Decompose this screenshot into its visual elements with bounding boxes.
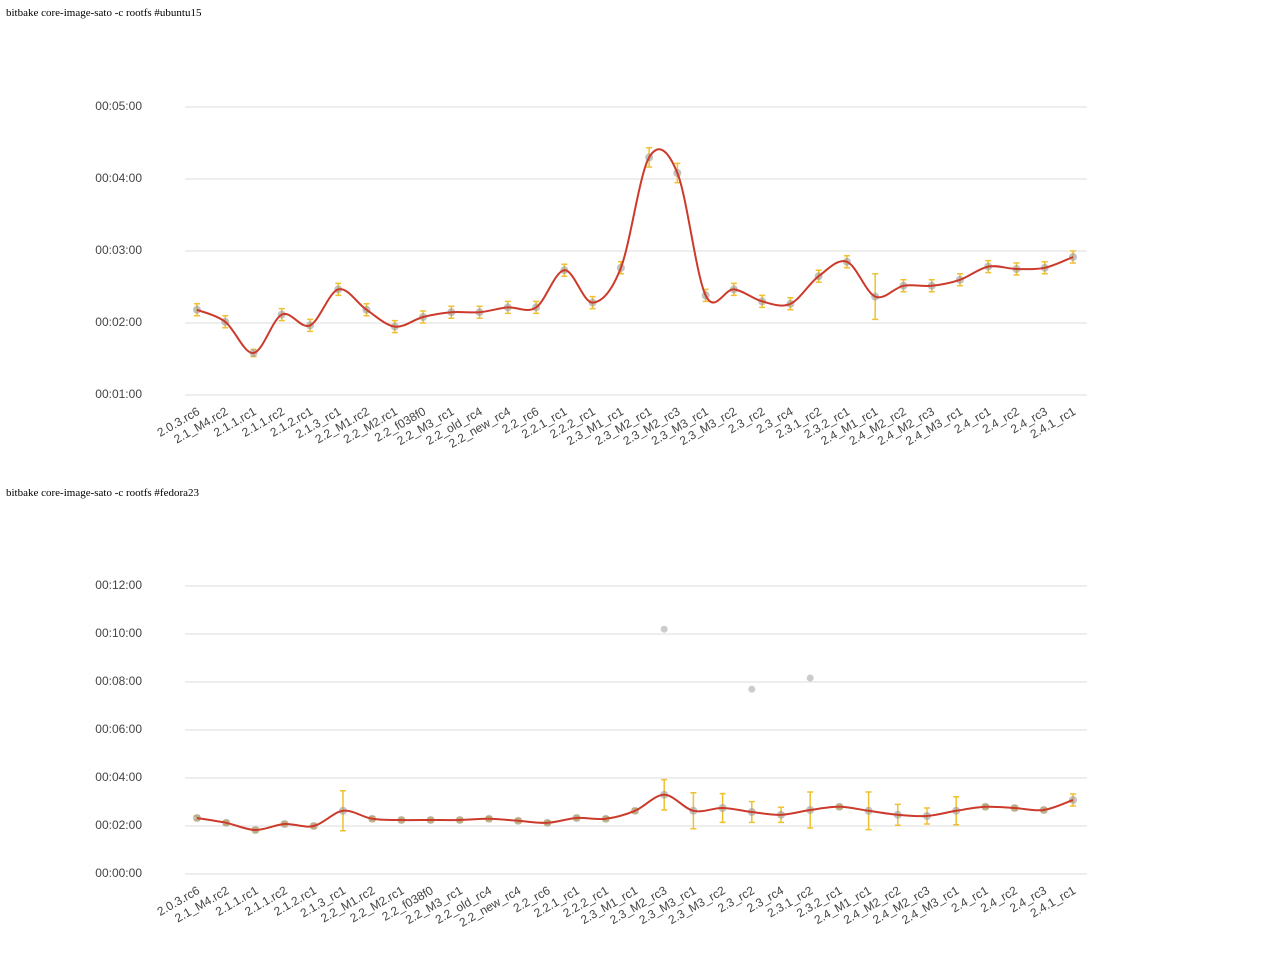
y-tick-label: 00:06:00 bbox=[95, 722, 142, 736]
y-tick-label: 00:05:00 bbox=[95, 99, 142, 113]
y-tick-label: 00:01:00 bbox=[95, 387, 142, 401]
y-tick-label: 00:04:00 bbox=[95, 770, 142, 784]
mean-line bbox=[196, 793, 1074, 832]
y-tick-label: 00:04:00 bbox=[95, 171, 142, 185]
y-tick-label: 00:08:00 bbox=[95, 674, 142, 688]
outlier-point bbox=[660, 625, 668, 633]
chart-title: bitbake core-image-sato -c rootfs #ubunt… bbox=[6, 7, 202, 19]
chart-title: bitbake core-image-sato -c rootfs #fedor… bbox=[6, 487, 200, 499]
y-tick-label: 00:02:00 bbox=[95, 315, 142, 329]
y-tick-label: 00:02:00 bbox=[95, 818, 142, 832]
y-tick-label: 00:10:00 bbox=[95, 626, 142, 640]
outlier-point bbox=[748, 685, 756, 693]
mean-line bbox=[196, 148, 1074, 354]
y-tick-label: 00:00:00 bbox=[95, 866, 142, 880]
y-tick-label: 00:12:00 bbox=[95, 578, 142, 592]
y-tick-label: 00:03:00 bbox=[95, 243, 142, 257]
outlier-point bbox=[806, 674, 814, 682]
